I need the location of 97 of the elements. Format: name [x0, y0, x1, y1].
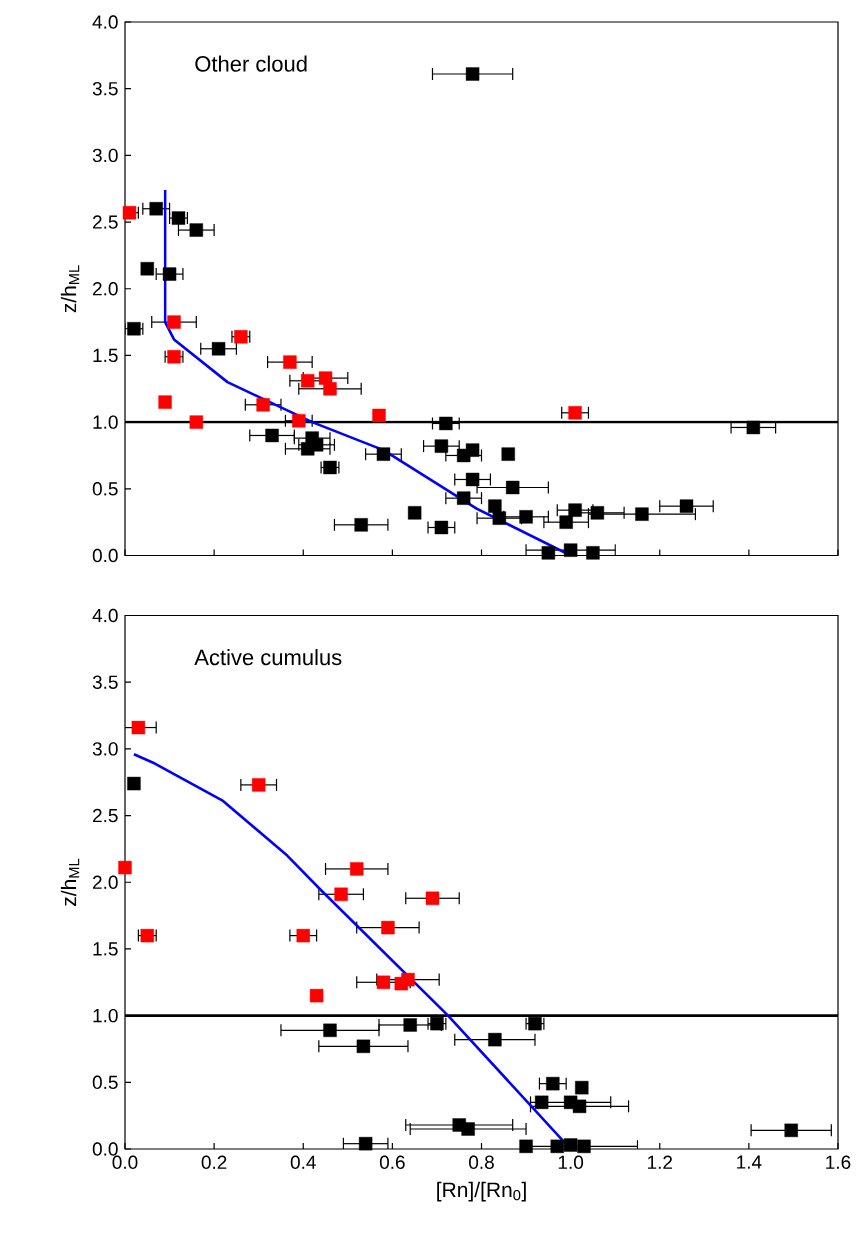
y-tick-label: 3.0 [92, 742, 118, 756]
x-tick-label: 0.8 [469, 1155, 494, 1169]
point [501, 447, 515, 461]
y-tick-label: 3.5 [92, 675, 118, 689]
point [456, 491, 471, 505]
point [546, 1076, 560, 1091]
y-tick-label: 2.0 [93, 282, 118, 296]
point [131, 720, 146, 735]
y-tick-label: 1.5 [93, 348, 118, 363]
point [407, 506, 422, 520]
y-tick-label: 4.0 [92, 15, 118, 29]
point [140, 262, 154, 276]
point [211, 342, 226, 356]
point [461, 1122, 475, 1136]
y-tick-label: 0.0 [92, 1142, 118, 1156]
y-tick-label: 0.0 [92, 548, 118, 563]
point [256, 398, 270, 412]
point [465, 472, 480, 487]
point [309, 988, 324, 1003]
point [158, 395, 172, 409]
point [251, 778, 266, 792]
x-tick-label: 0.0 [112, 1155, 138, 1169]
y-axis-title: z/h$_{ML}$ [60, 265, 80, 313]
point [568, 503, 582, 517]
point [127, 776, 141, 791]
annotation: Other cloud [195, 55, 307, 72]
y-tick-label: 2.5 [93, 215, 118, 229]
y-tick-label: 3.5 [92, 81, 118, 96]
point [189, 223, 203, 237]
point [550, 1139, 564, 1154]
point [563, 543, 578, 557]
point [563, 1138, 578, 1152]
point [572, 1099, 587, 1114]
y-tick-label: 1.5 [93, 942, 118, 956]
point [283, 355, 297, 369]
point [586, 546, 600, 560]
y-tick-label: 4.0 [92, 608, 118, 623]
point [323, 382, 337, 396]
point [434, 520, 449, 535]
point [506, 480, 520, 495]
point [534, 1095, 549, 1110]
y-tick-label: 0.5 [92, 482, 118, 496]
point [541, 546, 556, 560]
point [439, 416, 453, 431]
point [292, 414, 306, 428]
point [746, 420, 761, 435]
x-tick-label: 1.0 [558, 1155, 584, 1169]
point [492, 511, 507, 525]
point [488, 1032, 502, 1047]
y-tick-label: 1.0 [93, 415, 118, 429]
point [265, 428, 279, 443]
point [354, 518, 368, 532]
y-tick-label: 2.0 [93, 875, 118, 889]
point [465, 67, 480, 81]
x-axis-title: [Rn]/[Rn$_{0}$] [437, 1181, 526, 1202]
x-tick-label: 1.4 [737, 1155, 762, 1169]
point [679, 499, 694, 513]
point [425, 891, 440, 905]
point [118, 860, 132, 875]
point [784, 1123, 798, 1138]
point [358, 1136, 373, 1151]
point [323, 1023, 337, 1037]
point [519, 510, 533, 524]
point [434, 439, 449, 453]
point [559, 515, 573, 529]
point [575, 1080, 589, 1095]
y-tick-label: 3.0 [92, 148, 118, 163]
point [372, 408, 386, 423]
point [401, 972, 415, 987]
point [350, 862, 364, 876]
point [403, 1018, 417, 1032]
annotation: Active cumulus [194, 649, 342, 666]
x-tick-label: 0.4 [290, 1155, 316, 1169]
point [167, 315, 181, 329]
point [519, 1139, 533, 1154]
point [149, 202, 163, 216]
y-axis-title: z/h$_{ML}$ [60, 858, 80, 906]
point [376, 447, 391, 461]
x-tick-label: 1.2 [647, 1155, 673, 1169]
point [296, 928, 310, 943]
point [301, 374, 315, 388]
y-tick-label: 1.0 [93, 1008, 118, 1023]
x-tick-label: 1.6 [826, 1155, 851, 1169]
point [334, 887, 348, 901]
point [356, 1039, 371, 1054]
point [376, 975, 391, 989]
point [162, 267, 177, 281]
point [122, 206, 137, 220]
y-tick-label: 0.5 [92, 1075, 118, 1090]
x-tick-label: 0.6 [379, 1155, 405, 1169]
point [189, 415, 203, 429]
point [635, 507, 649, 521]
point [577, 1139, 591, 1154]
y-tick-label: 2.5 [93, 808, 118, 823]
point [381, 920, 395, 935]
point [568, 406, 582, 420]
x-tick-label: 0.2 [201, 1155, 227, 1169]
